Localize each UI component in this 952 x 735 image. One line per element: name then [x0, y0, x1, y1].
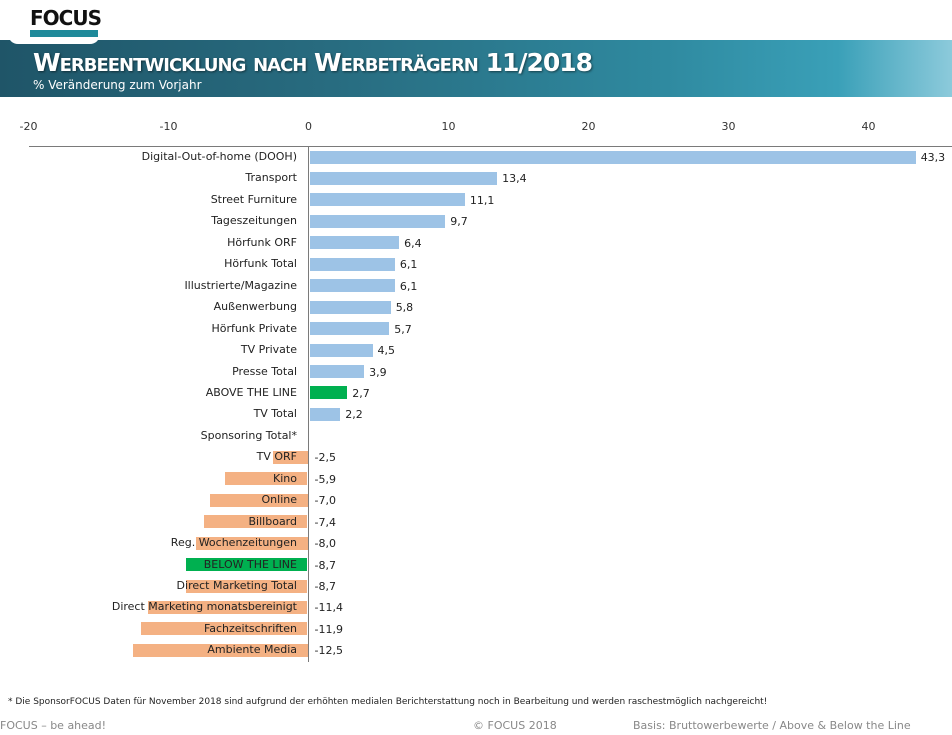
value-label: 3,9 — [369, 365, 387, 379]
value-label: 11,1 — [469, 193, 495, 207]
category-label: Außenwerbung — [213, 300, 297, 314]
category-label: TV Total — [253, 407, 297, 421]
category-label: Hörfunk Private — [211, 321, 297, 335]
logo-text: FOCUS — [30, 6, 102, 30]
bar — [309, 279, 395, 293]
category-label: Billboard — [248, 514, 297, 528]
value-label: -11,4 — [314, 601, 343, 615]
bar — [272, 450, 308, 464]
value-label: 2,7 — [352, 386, 370, 400]
value-label: -8,7 — [314, 580, 336, 593]
bar — [209, 493, 308, 507]
x-tick-label: -10 — [159, 120, 178, 133]
value-label: 6,1 — [399, 279, 418, 293]
category-label: Transport — [245, 171, 297, 185]
value-label: -8,7 — [314, 558, 336, 572]
page-subtitle: % Veränderung zum Vorjahr — [33, 78, 202, 92]
footer-copyright: © FOCUS 2018 — [473, 719, 557, 732]
bar — [309, 193, 465, 207]
category-label: Hörfunk Total — [224, 257, 297, 271]
bar — [309, 407, 341, 421]
footer-slogan: FOCUS – be ahead! — [0, 719, 107, 732]
zero-axis-line — [308, 146, 309, 662]
x-axis-line — [29, 146, 952, 147]
bar — [185, 579, 308, 593]
value-label: 6,1 — [399, 258, 418, 272]
bar — [309, 171, 498, 185]
value-label: 5,7 — [394, 322, 412, 336]
bar — [309, 322, 390, 336]
value-label: 43,3 — [920, 151, 946, 164]
logo-tab: FOCUS — [8, 0, 102, 44]
category-label: TV Private — [240, 343, 297, 357]
category-label: Tageszeitungen — [211, 214, 297, 228]
x-tick-label: 40 — [861, 120, 876, 133]
bar — [195, 536, 308, 550]
bar — [147, 600, 308, 614]
category-label: Digital-Out-of-home (DOOH) — [141, 150, 297, 163]
logo-bar — [30, 30, 98, 37]
footer-basis: Basis: Bruttowerbewerte / Above & Below … — [633, 719, 911, 732]
bar — [224, 472, 308, 486]
category-label: Online — [261, 493, 297, 507]
value-label: 2,2 — [345, 408, 363, 422]
bar — [309, 150, 916, 164]
category-label: Reg. Wochenzeitungen — [170, 536, 297, 550]
category-label: Fachzeitschriften — [203, 621, 297, 635]
page-title: Werbeentwicklung nach Werbeträgern 11/20… — [33, 48, 593, 77]
category-label: TV ORF — [256, 450, 297, 464]
bar — [309, 365, 365, 378]
category-label: Kino — [273, 471, 297, 485]
category-label: ABOVE THE LINE — [205, 385, 297, 399]
category-label: Direct Marketing Total — [176, 579, 297, 592]
value-label: 6,4 — [404, 236, 422, 250]
value-label: -5,9 — [314, 472, 336, 486]
bar — [185, 558, 308, 572]
bar — [309, 236, 400, 250]
bar — [140, 622, 308, 636]
value-label: 13,4 — [502, 172, 527, 186]
bar — [203, 515, 308, 529]
x-tick-label: 10 — [441, 120, 456, 133]
value-label: -8,0 — [314, 537, 336, 551]
category-label: BELOW THE LINE — [203, 557, 297, 571]
category-label: Sponsoring Total* — [200, 428, 297, 442]
bar — [309, 214, 446, 228]
bar — [309, 386, 348, 400]
x-tick-label: 0 — [305, 120, 312, 133]
x-tick-label: -20 — [19, 120, 38, 133]
category-label: Presse Total — [232, 364, 297, 378]
category-label: Direct Marketing monatsbereinigt — [111, 600, 297, 614]
category-label: Ambiente Media — [207, 643, 297, 657]
bar — [309, 343, 373, 357]
x-tick-label: 20 — [581, 120, 596, 133]
category-label: Hörfunk ORF — [227, 235, 297, 249]
value-label: 9,7 — [450, 215, 468, 229]
value-label: -7,0 — [314, 494, 336, 508]
value-label: 5,8 — [395, 301, 414, 315]
footnote: * Die SponsorFOCUS Daten für November 20… — [8, 697, 768, 707]
category-label: Illustrierte/Magazine — [184, 278, 297, 292]
value-label: -11,9 — [314, 622, 343, 636]
bar — [309, 257, 395, 271]
focus-logo: FOCUS — [30, 6, 102, 38]
title-banner — [0, 40, 952, 97]
bar — [309, 300, 391, 314]
x-tick-label: 30 — [721, 120, 736, 133]
value-label: -7,4 — [314, 515, 336, 529]
value-label: -2,5 — [314, 451, 336, 465]
value-label: -12,5 — [314, 644, 343, 658]
category-label: Street Furniture — [210, 192, 297, 206]
bar — [132, 643, 308, 657]
value-label: 4,5 — [377, 344, 396, 358]
